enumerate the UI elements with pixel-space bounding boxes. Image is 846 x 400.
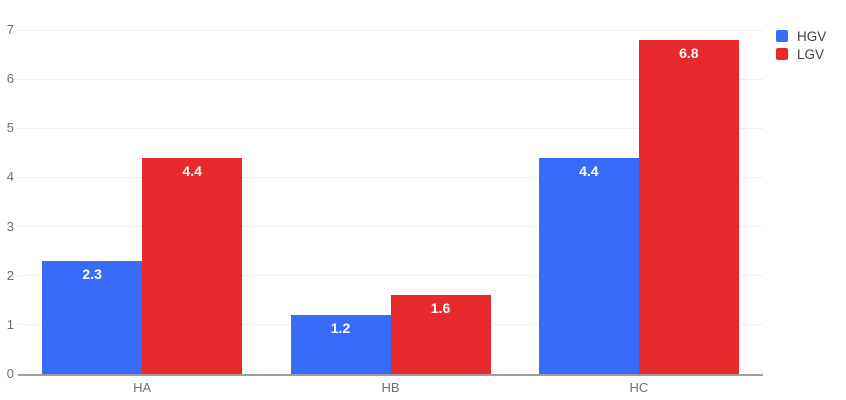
legend: HGV LGV [776,28,826,64]
y-tick-label-4: 4 [6,169,14,185]
bar-lgv-ha[interactable] [142,157,243,374]
y-tick-label-7: 7 [6,22,14,37]
gridline-y-4 [18,176,763,178]
legend-item-lgv[interactable]: LGV [776,46,826,62]
legend-swatch-hgv [776,30,788,42]
y-tick-label-2: 2 [6,267,14,283]
y-tick-label-1: 1 [6,316,14,332]
x-category-label-ha: HA [133,380,152,395]
gridline-y-2 [18,275,763,277]
y-tick-label-5: 5 [6,120,14,136]
y-tick-label-6: 6 [6,71,14,87]
legend-label-lgv: LGV [797,46,825,62]
gridline-y-3 [18,226,763,228]
x-category-label-hc: HC [629,380,649,395]
legend-item-hgv[interactable]: HGV [776,28,826,44]
gridline-y-5 [18,127,763,129]
x-category-label-hb: HB [381,380,400,395]
legend-label-hgv: HGV [797,28,827,44]
x-axis-line [18,374,763,376]
y-tick-label-3: 3 [6,218,14,234]
y-tick-label-0: 0 [6,366,14,381]
gridline-y-7 [18,29,763,31]
bar-lgv-hc[interactable] [638,39,739,374]
bar-hgv-hc[interactable] [538,157,639,374]
legend-swatch-lgv [776,48,788,60]
gridline-y-6 [18,78,763,80]
bar-hgv-hb[interactable] [290,315,391,374]
bar-hgv-ha[interactable] [42,260,143,374]
bar-lgv-hb[interactable] [390,295,491,374]
